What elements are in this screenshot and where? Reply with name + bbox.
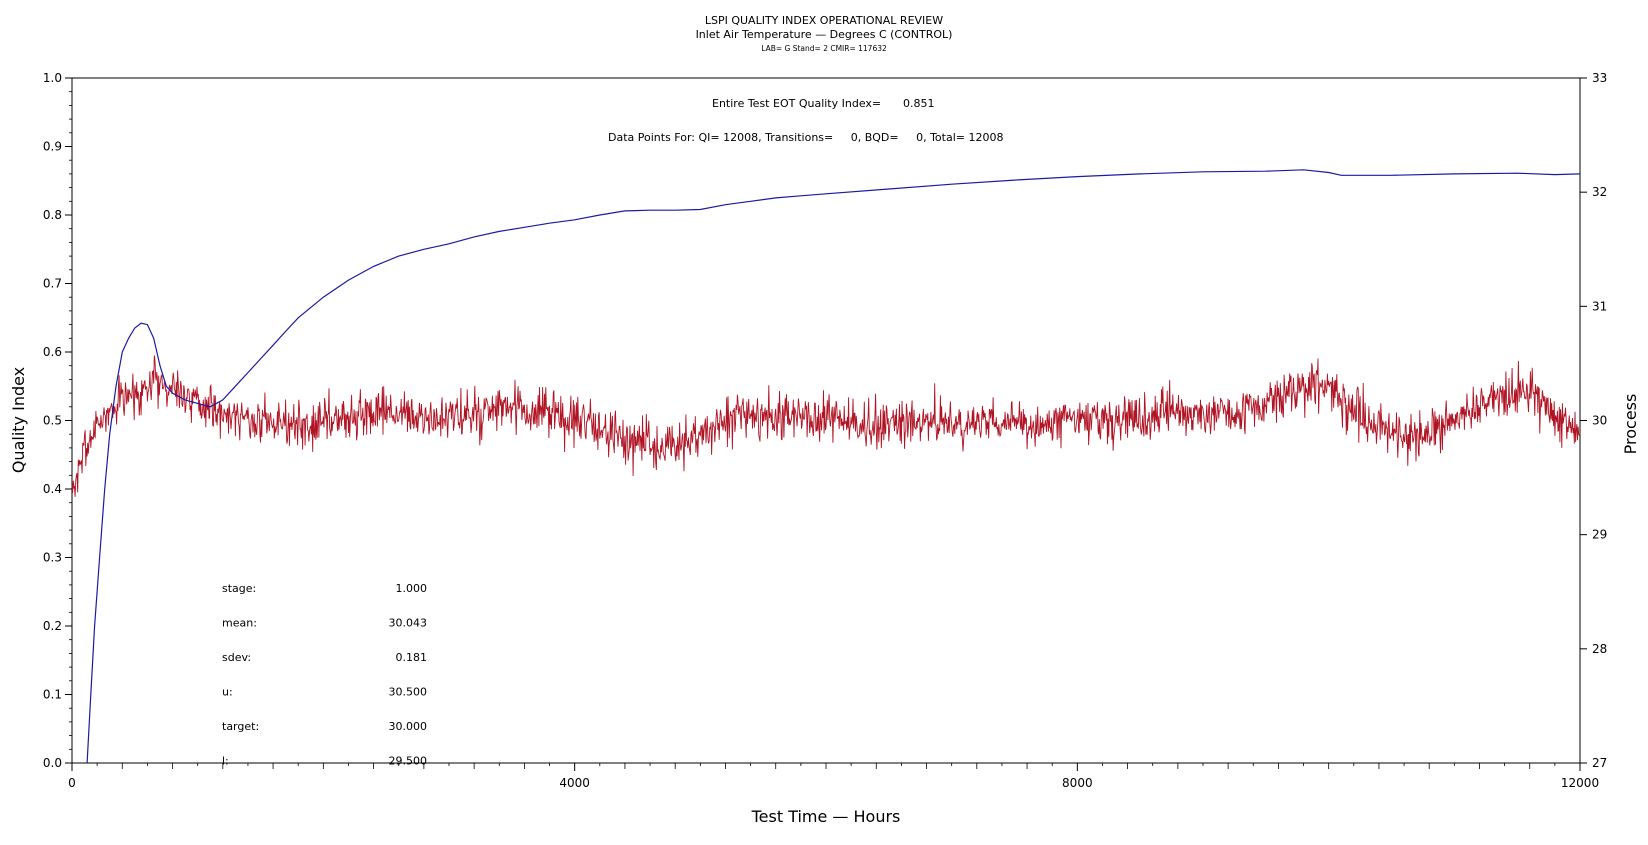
y-axis-right: 27 28 29 30 31 32 33 <box>1580 71 1607 770</box>
y-tick-label: 0.0 <box>43 756 62 770</box>
series-quality-index-line <box>86 169 1581 764</box>
stat-value: 30.500 <box>389 686 428 699</box>
y2-tick-label: 28 <box>1592 642 1607 656</box>
series-quality-index-layer <box>86 169 1581 764</box>
stat-value: 0.181 <box>396 651 428 664</box>
y2-tick-label: 27 <box>1592 756 1607 770</box>
x-tick-label: 8000 <box>1062 776 1093 790</box>
y2-tick-label: 30 <box>1592 414 1607 428</box>
stat-label: u: <box>222 686 233 699</box>
y-tick-label: 0.3 <box>43 551 62 565</box>
x-axis-label: Test Time — Hours <box>751 807 901 826</box>
stat-label: target: <box>222 720 259 733</box>
x-tick-label: 4000 <box>559 776 590 790</box>
chart-subtitle-lab: LAB= G Stand= 2 CMIR= 117632 <box>761 44 887 53</box>
y-tick-label: 0.5 <box>43 414 62 428</box>
y-tick-label: 0.6 <box>43 345 62 359</box>
y2-axis-label: Process <box>1621 394 1640 455</box>
stats-block: stage: 1.000 mean: 30.043 sdev: 0.181 u: 30.500… <box>222 582 427 768</box>
y-tick-label: 0.9 <box>43 140 62 154</box>
y2-tick-label: 32 <box>1592 185 1607 199</box>
y-tick-label: 0.4 <box>43 482 62 496</box>
y-tick-label: 0.1 <box>43 688 62 702</box>
x-tick-label: 0 <box>68 776 76 790</box>
data-points-summary: Data Points For: QI= 12008, Transitions=… <box>608 131 1003 144</box>
y2-tick-label: 31 <box>1592 299 1607 313</box>
stat-value: 30.000 <box>389 720 428 733</box>
series-process-layer <box>71 355 1581 497</box>
eot-quality-index-value: 0.851 <box>903 97 935 110</box>
stat-value: 30.043 <box>389 617 428 630</box>
stat-label: stage: <box>222 582 256 595</box>
y-tick-label: 1.0 <box>43 71 62 85</box>
y-tick-label: 0.2 <box>43 619 62 633</box>
stat-label: mean: <box>222 617 257 630</box>
y2-tick-label: 33 <box>1592 71 1607 85</box>
stat-value: 1.000 <box>396 582 428 595</box>
x-tick-label: 12000 <box>1561 776 1599 790</box>
y-tick-label: 0.8 <box>43 208 62 222</box>
chart-subtitle: Inlet Air Temperature — Degrees C (CONTR… <box>696 28 953 41</box>
chart-title: LSPI QUALITY INDEX OPERATIONAL REVIEW <box>705 14 943 27</box>
y-axis-left: 0.0 0.1 0.2 0.3 0.4 0.5 0.6 0.7 0.8 0.9 1.0 <box>43 71 72 770</box>
y-axis-label: Quality Index <box>9 367 28 473</box>
eot-quality-index-label: Entire Test EOT Quality Index= <box>712 97 881 110</box>
y2-tick-label: 29 <box>1592 528 1607 542</box>
series-process-line <box>71 355 1581 497</box>
x-axis: 0 4000 8000 12000 <box>68 763 1599 790</box>
y-tick-label: 0.7 <box>43 277 62 291</box>
stat-value: 29.500 <box>389 755 428 768</box>
stat-label: sdev: <box>222 651 251 664</box>
stat-label: l: <box>222 755 229 768</box>
